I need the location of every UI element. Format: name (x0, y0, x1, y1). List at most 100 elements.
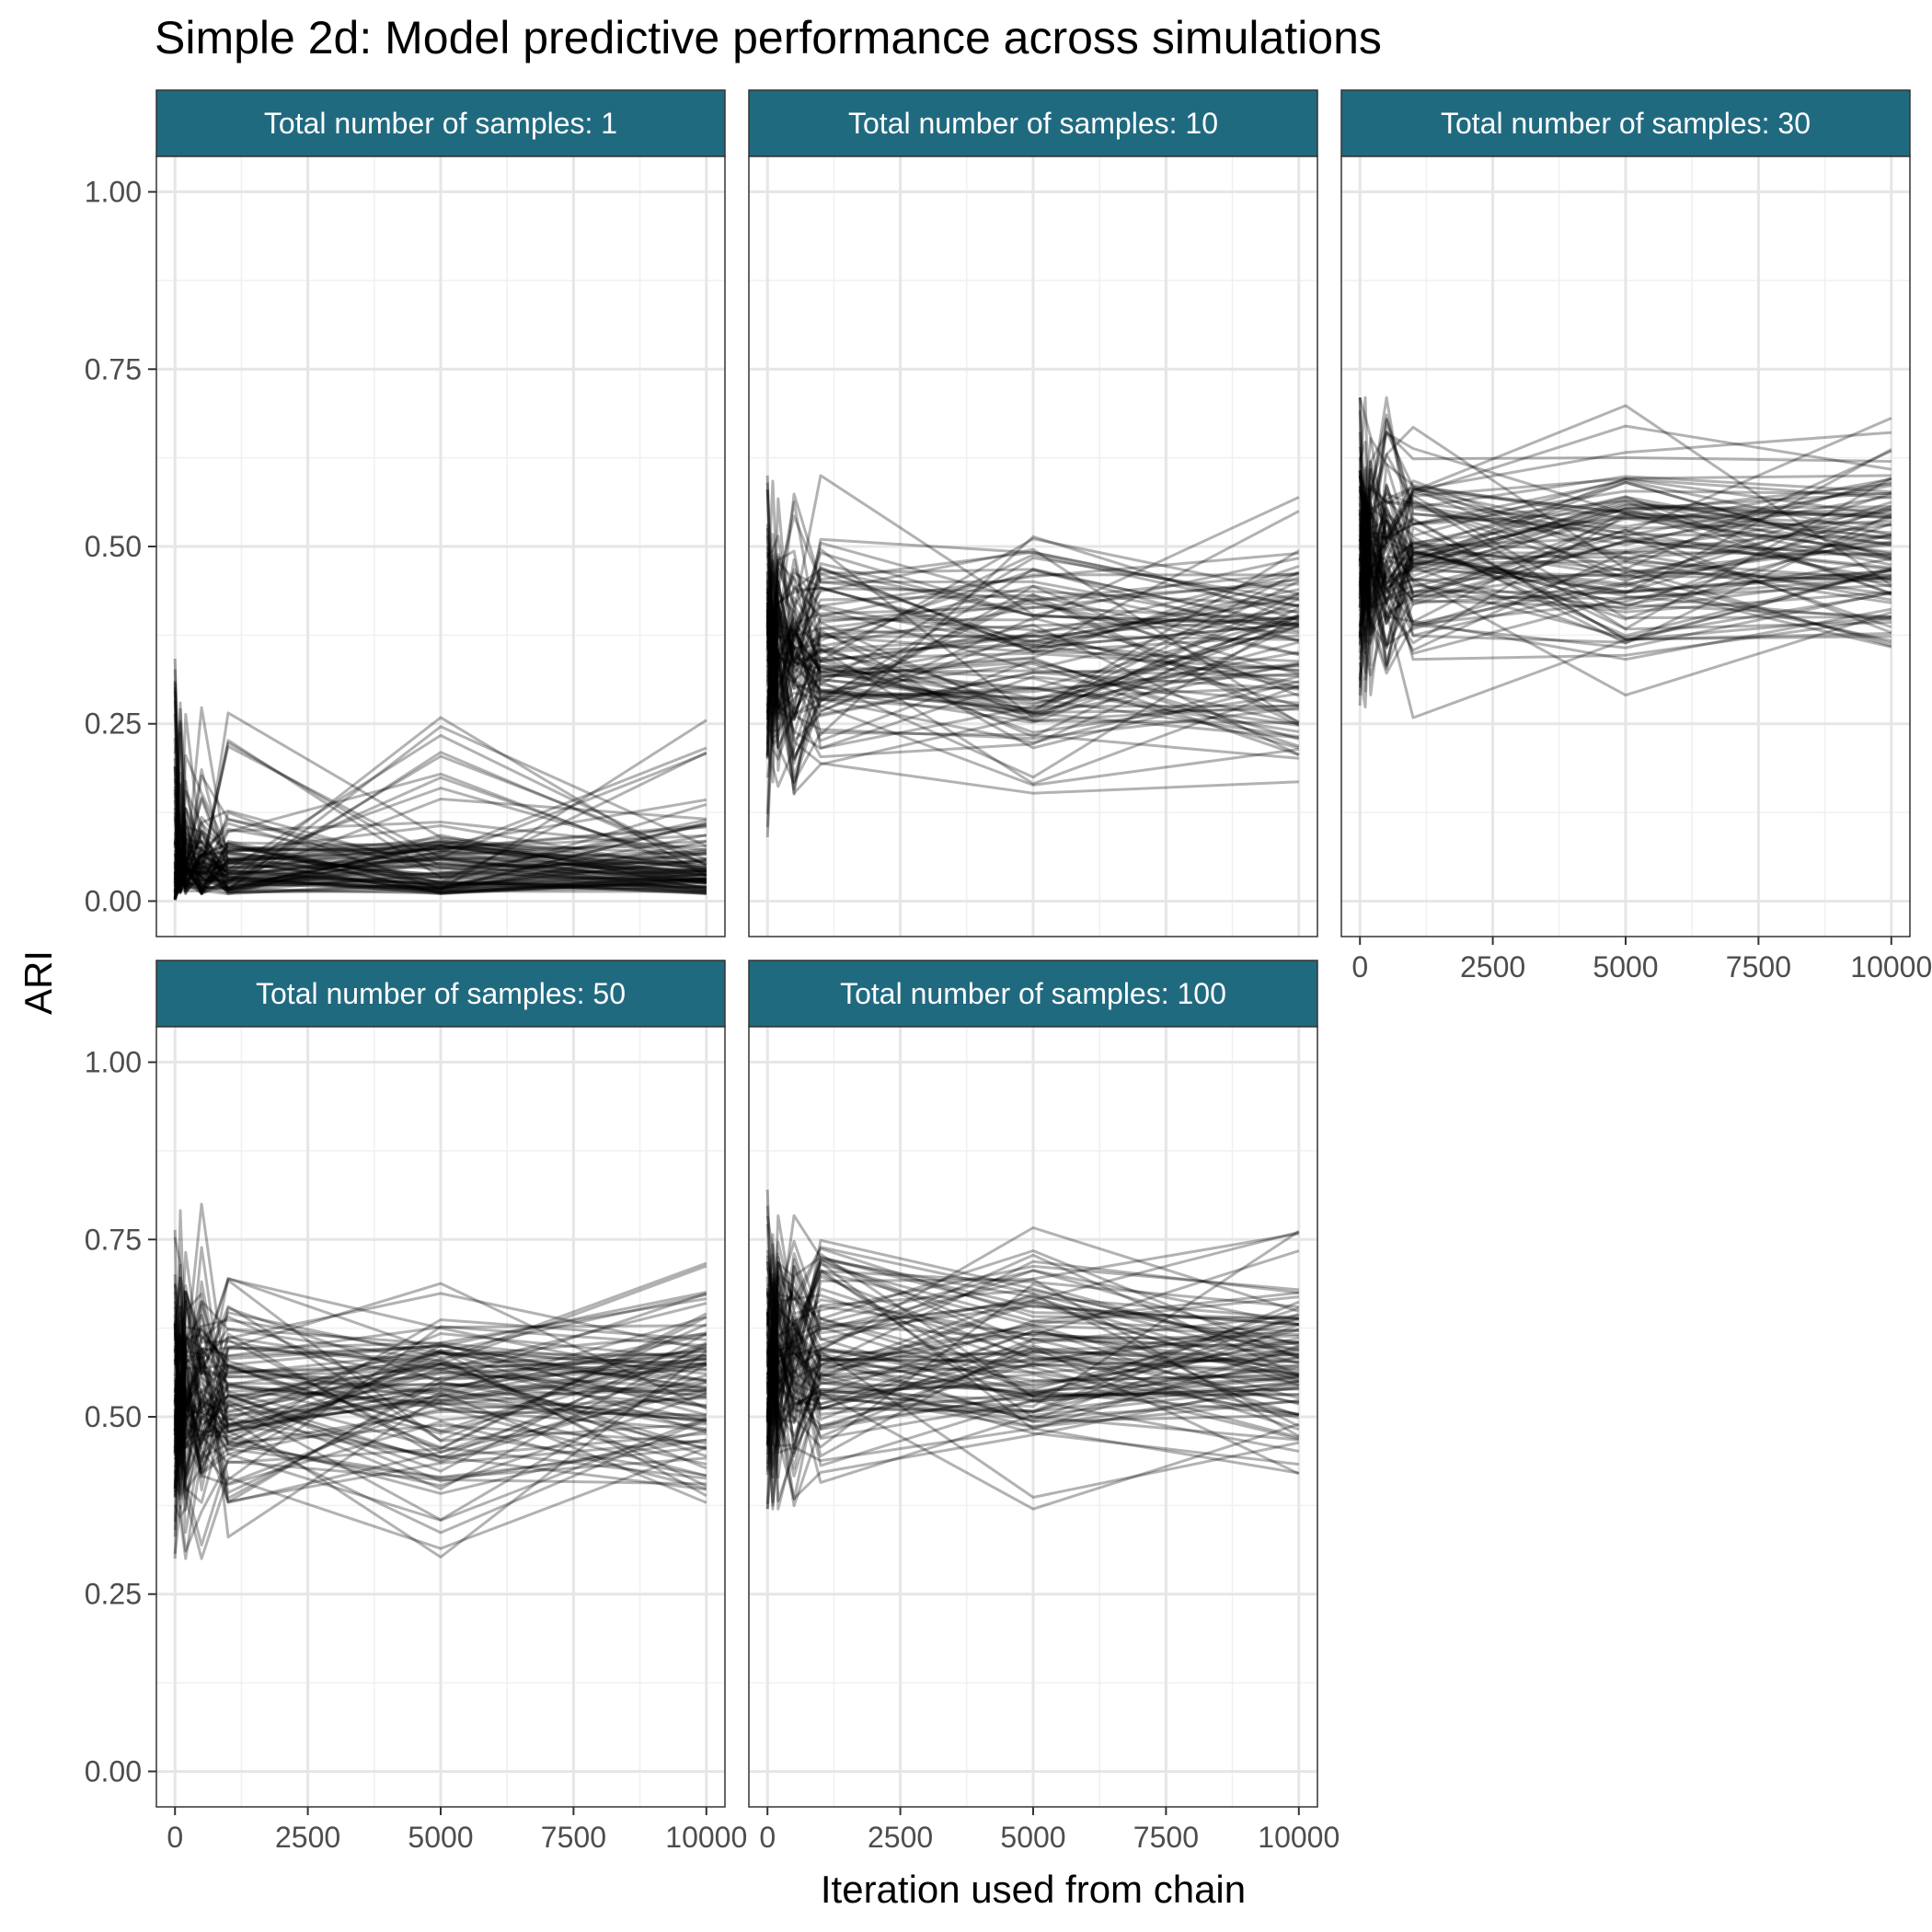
simulation-line (173, 1297, 707, 1464)
simulation-line (765, 573, 1299, 673)
simulation-line (765, 549, 1300, 713)
simulation-line (1358, 494, 1892, 627)
x-tick-label: 2500 (1460, 950, 1525, 983)
simulation-line (1358, 518, 1892, 647)
simulation-line (765, 1269, 1300, 1420)
simulation-line (765, 691, 1299, 828)
simulation-line (173, 1359, 707, 1480)
simulation-line (765, 1308, 1299, 1382)
x-tick-label: 0 (167, 1821, 183, 1854)
simulation-line (765, 559, 1299, 730)
simulation-line (173, 1276, 707, 1375)
simulation-line (765, 604, 1299, 723)
simulation-line (1358, 440, 1892, 602)
simulation-line (1358, 483, 1892, 559)
simulation-line (1358, 456, 1892, 626)
simulation-line (765, 563, 1299, 696)
simulation-line (1358, 535, 1892, 696)
simulation-line (173, 1350, 707, 1558)
simulation-line (765, 1264, 1299, 1362)
simulation-line (765, 1298, 1300, 1479)
simulation-line (173, 856, 707, 900)
simulation-line (765, 621, 1300, 720)
simulation-line (1358, 477, 1892, 537)
simulation-line (173, 1276, 707, 1433)
simulation-line (173, 1363, 707, 1495)
simulation-line (1358, 573, 1892, 708)
y-tick-label: 0.50 (85, 530, 142, 563)
simulation-line (765, 573, 1299, 790)
simulation-line (1358, 520, 1892, 627)
simulation-line (765, 552, 1299, 698)
simulation-line (765, 1285, 1300, 1511)
panel-5: Total number of samples: 100 0 2500 5000 750… (748, 960, 1340, 1854)
simulation-line (173, 1361, 707, 1449)
simulation-line (173, 1350, 707, 1468)
simulation-line (1358, 494, 1892, 599)
simulation-line (173, 1209, 707, 1491)
simulation-line (173, 701, 707, 892)
simulation-line (173, 687, 707, 893)
simulation-line (1358, 548, 1892, 707)
simulation-line (765, 1372, 1299, 1501)
simulation-line (174, 850, 707, 891)
simulation-line (173, 1362, 707, 1486)
simulation-line (173, 744, 707, 890)
simulation-line (765, 1311, 1299, 1455)
simulation-line (765, 580, 1300, 715)
simulation-line (175, 1325, 707, 1403)
simulation-line (1358, 487, 1892, 574)
series-lines (765, 1190, 1300, 1511)
y-tick-label: 0.00 (85, 884, 142, 917)
simulation-line (765, 475, 1300, 701)
simulation-line (765, 596, 1300, 727)
simulation-line (173, 1366, 707, 1504)
simulation-line (174, 841, 707, 880)
simulation-line (765, 628, 1300, 796)
simulation-line (765, 1318, 1300, 1382)
simulation-line (173, 716, 707, 892)
simulation-line (1358, 538, 1892, 593)
simulation-line (1359, 533, 1892, 586)
simulation-line (173, 1292, 707, 1405)
simulation-line (173, 719, 707, 894)
simulation-line (173, 1374, 707, 1503)
simulation-line (1358, 413, 1892, 586)
simulation-line (1358, 397, 1892, 644)
simulation-line (173, 766, 707, 895)
simulation-line (173, 1336, 707, 1407)
simulation-line (1358, 396, 1892, 596)
simulation-line (1358, 591, 1892, 688)
simulation-line (765, 1272, 1300, 1476)
simulation-line (173, 836, 707, 895)
simulation-line (1358, 503, 1892, 608)
simulation-line (1358, 566, 1892, 644)
simulation-line (173, 816, 707, 892)
simulation-line (173, 1397, 707, 1510)
simulation-line (173, 857, 707, 894)
simulation-line (1358, 481, 1892, 654)
simulation-line (173, 1365, 707, 1454)
simulation-line (173, 700, 707, 894)
simulation-line (1358, 533, 1892, 681)
simulation-line (1358, 562, 1892, 677)
simulation-line (173, 1320, 707, 1429)
simulation-line (173, 1422, 707, 1560)
simulation-line (1358, 470, 1892, 661)
simulation-line (173, 807, 707, 900)
simulation-line (173, 752, 707, 898)
simulation-line (174, 845, 707, 895)
simulation-line (1358, 535, 1892, 647)
simulation-line (765, 605, 1300, 744)
simulation-line (1358, 523, 1892, 592)
simulation-line (1358, 473, 1892, 598)
simulation-line (173, 818, 707, 887)
simulation-line (1358, 463, 1892, 681)
simulation-line (174, 821, 707, 879)
simulation-line (1358, 448, 1892, 595)
simulation-line (765, 581, 1300, 709)
simulation-line (1358, 531, 1892, 719)
simulation-line (765, 489, 1300, 662)
simulation-line (173, 829, 707, 900)
simulation-line (173, 1263, 707, 1441)
